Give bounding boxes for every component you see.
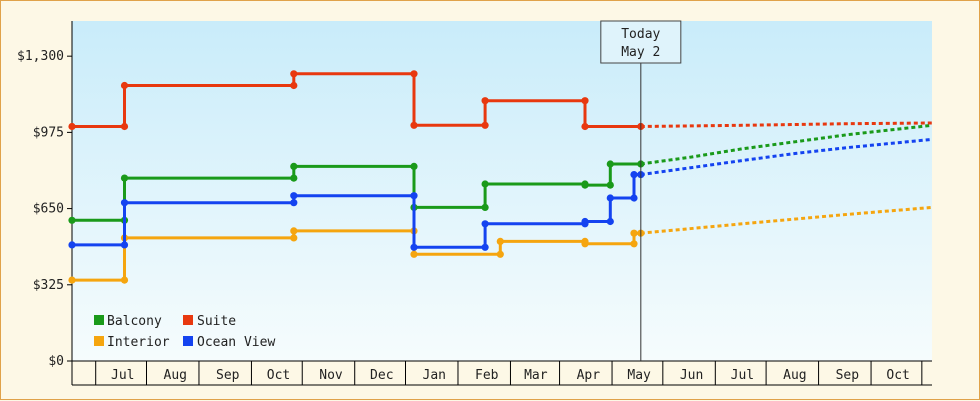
series-line-balcony <box>72 162 641 222</box>
y-tick-label-0: $0 <box>48 354 64 369</box>
y-tick-label-4: $1,300 <box>17 49 64 64</box>
x-tick-label-3: Oct <box>267 368 290 383</box>
series-point-balcony-4 <box>290 162 298 170</box>
legend-label-suite: Suite <box>197 314 236 329</box>
series-point-suite-9 <box>581 97 589 105</box>
series-point-interior-1 <box>120 276 129 284</box>
series-point-balcony-3 <box>290 174 298 182</box>
x-tick-label-5: Dec <box>370 368 393 383</box>
series-point-interior-8 <box>496 237 504 245</box>
x-tick-label-14: Sep <box>836 368 860 383</box>
series-point-ocean-view-7 <box>481 243 489 251</box>
legend-swatch-balcony <box>94 315 104 325</box>
x-tick-label-13: Aug <box>783 368 806 383</box>
x-tick-label-1: Aug <box>164 368 187 383</box>
series-point-suite-1 <box>120 122 129 131</box>
legend-swatch-interior <box>94 336 104 346</box>
series-point-interior-3 <box>290 234 298 242</box>
series-point-suite-7 <box>481 121 489 129</box>
series-point-suite-4 <box>290 70 298 78</box>
today-label: Today <box>621 27 660 42</box>
series-point-suite-0 <box>68 122 76 131</box>
series-point-suite-5 <box>410 70 418 78</box>
series-line-ocean-view <box>72 173 641 249</box>
x-tick-label-8: Mar <box>524 368 548 383</box>
series-point-balcony-7 <box>481 203 489 211</box>
x-tick-label-7: Feb <box>475 368 499 383</box>
x-tick-label-4: Nov <box>319 368 343 383</box>
series-point-suite-2 <box>120 81 129 90</box>
series-point-balcony-10 <box>581 181 589 189</box>
x-axis-labels: Jul Aug Sep Oct Nov Dec Jan Feb Mar Apr May Jun Jul A… <box>95 361 923 385</box>
plot-area <box>72 21 932 361</box>
series-point-interior-4 <box>290 227 298 235</box>
series-point-ocean-view-4 <box>290 192 298 200</box>
x-tick-label-2: Sep <box>216 368 240 383</box>
legend-label-balcony: Balcony <box>107 314 162 329</box>
x-tick-label-10: May <box>627 368 651 383</box>
legend-swatch-suite <box>183 315 193 325</box>
legend: Balcony Suite Interior Ocean View <box>94 314 275 350</box>
series-projection-suite <box>640 121 933 128</box>
series-point-ocean-view-1 <box>120 241 129 249</box>
x-tick-label-9: Apr <box>577 368 601 383</box>
series-point-ocean-view-5 <box>410 192 418 200</box>
series-point-suite-10 <box>581 122 589 131</box>
series-point-ocean-view-2 <box>120 199 129 207</box>
series-point-balcony-5 <box>410 162 418 170</box>
series-point-balcony-8 <box>481 180 489 188</box>
series-projection-balcony <box>640 123 933 166</box>
axes <box>71 21 932 386</box>
series-line-interior <box>72 229 641 282</box>
series-point-suite-6 <box>410 121 418 129</box>
today-date: May 2 <box>621 45 660 60</box>
series-point-suite-3 <box>290 81 298 90</box>
legend-label-interior: Interior <box>107 335 170 350</box>
series-point-ocean-view-14 <box>630 171 638 179</box>
series-line-suite <box>72 72 641 128</box>
x-tick-label-12: Jul <box>731 368 754 383</box>
series-point-ocean-view-8 <box>481 220 489 228</box>
x-tick-label-6: Jan <box>423 368 446 383</box>
y-axis-labels: $0 $325 $650 $975 $1,300 <box>17 49 72 369</box>
series-point-balcony-11 <box>606 181 614 189</box>
series-point-suite-8 <box>481 97 489 105</box>
legend-swatch-ocean-view <box>183 336 193 346</box>
y-tick-label-2: $650 <box>33 202 64 217</box>
series-point-interior-12 <box>630 229 638 237</box>
x-tick-label-0: Jul <box>111 368 134 383</box>
today-marker: Today May 2 <box>600 20 682 361</box>
series-point-interior-10 <box>581 240 589 248</box>
series-point-ocean-view-12 <box>606 194 614 202</box>
legend-label-ocean-view: Ocean View <box>197 335 275 350</box>
x-tick-label-11: Jun <box>680 368 703 383</box>
series-point-interior-7 <box>496 250 504 258</box>
series-point-ocean-view-6 <box>410 243 418 251</box>
x-tick-label-15: Oct <box>886 368 909 383</box>
series-projection-ocean-view <box>640 137 933 177</box>
series-point-ocean-view-3 <box>290 199 298 207</box>
series-point-ocean-view-0 <box>68 241 76 249</box>
series-point-ocean-view-13 <box>630 194 638 202</box>
series-layer <box>68 70 933 284</box>
series-point-balcony-0 <box>68 216 76 224</box>
series-point-interior-0 <box>68 276 76 284</box>
y-tick-label-3: $975 <box>33 125 64 140</box>
series-point-interior-11 <box>630 240 638 248</box>
today-box <box>600 20 682 64</box>
series-point-ocean-view-10 <box>581 217 589 226</box>
y-tick-label-1: $325 <box>33 278 64 293</box>
series-point-ocean-view-11 <box>606 217 614 226</box>
series-point-interior-6 <box>410 250 418 258</box>
series-point-balcony-12 <box>606 160 614 168</box>
series-point-balcony-2 <box>120 174 129 182</box>
series-projection-interior <box>640 205 933 235</box>
